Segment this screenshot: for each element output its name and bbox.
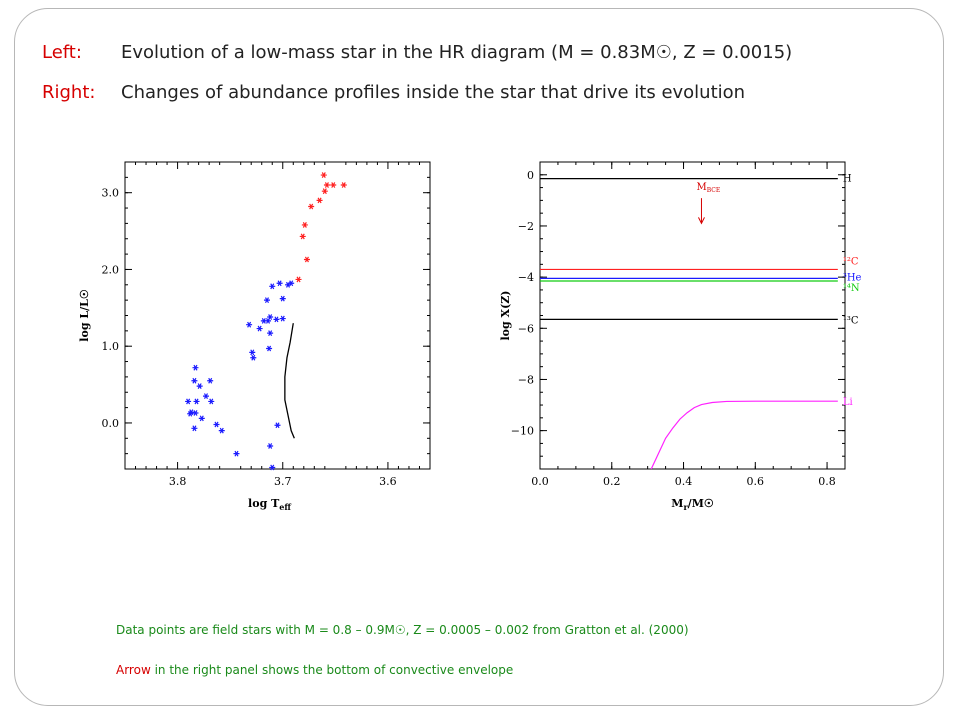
blue-star-point — [198, 415, 205, 422]
blue-star-point — [263, 297, 270, 304]
x-tick-label: 3.8 — [169, 475, 187, 488]
y-tick-label: 2.0 — [102, 263, 120, 276]
series-label: Li — [843, 397, 853, 408]
evolution-track-line — [284, 323, 295, 439]
right-caption: Changes of abundance profiles inside the… — [121, 82, 746, 103]
y-tick-label: −4 — [518, 271, 534, 284]
series-label: ¹⁴N — [843, 283, 860, 294]
x-axis-label-sub: eff — [279, 502, 291, 512]
bce-arrow-head — [698, 217, 705, 225]
red-star-point — [323, 182, 330, 188]
x-tick-label: 0.2 — [603, 475, 621, 488]
bce-annotation-label: MBCE — [696, 182, 720, 194]
y-tick-label: −10 — [511, 425, 534, 438]
abundance-plot-frame — [539, 161, 846, 470]
blue-star-point — [207, 377, 214, 384]
red-star-point — [303, 256, 310, 263]
header-line-right: Right: Changes of abundance profiles insi… — [42, 82, 745, 103]
blue-star-point — [267, 314, 274, 320]
blue-star-point — [187, 410, 194, 417]
blue-star-point — [218, 427, 225, 434]
blue-star-point — [276, 280, 283, 287]
red-star-point — [295, 276, 302, 283]
y-tick-label: −6 — [518, 322, 534, 335]
blue-star-point — [274, 422, 281, 429]
blue-star-point — [269, 464, 276, 471]
blue-star-point — [273, 316, 280, 323]
blue-star-point — [249, 349, 256, 356]
blue-star-point — [246, 321, 253, 328]
blue-star-point — [269, 283, 276, 290]
blue-star-point — [193, 398, 200, 405]
y-tick-label: −2 — [518, 220, 534, 233]
blue-star-point — [266, 345, 273, 352]
blue-star-point — [185, 398, 192, 405]
profile-line — [650, 400, 838, 470]
x-tick-label: 0.4 — [675, 475, 693, 488]
blue-star-point — [192, 410, 199, 416]
slide-frame — [14, 8, 944, 706]
y-axis-label: log X(Z) — [499, 290, 512, 340]
x-axis-label-sub: r — [683, 502, 688, 512]
red-star-point — [299, 233, 306, 240]
header-line-left: Left: Evolution of a low-mass star in the… — [42, 42, 792, 63]
x-tick-label: 0.8 — [818, 475, 836, 488]
y-tick-label: 1.0 — [102, 340, 120, 353]
left-caption: Evolution of a low-mass star in the HR d… — [121, 42, 793, 63]
y-axis-label: log L/L☉ — [78, 289, 91, 342]
red-star-point — [321, 188, 328, 195]
footnote-arrow-word: Arrow — [116, 663, 151, 677]
x-tick-label: 0.0 — [531, 475, 549, 488]
footnote-arrow-text: in the right panel shows the bottom of c… — [150, 663, 514, 677]
y-tick-label: 0 — [527, 169, 534, 182]
hr-plot-frame — [124, 161, 431, 470]
red-star-point — [308, 203, 315, 210]
series-label: ¹³C — [843, 315, 859, 326]
red-star-point — [340, 182, 347, 188]
red-star-point — [330, 182, 337, 188]
left-label: Left: — [42, 42, 82, 63]
x-axis-label-tail: /M☉ — [688, 497, 714, 510]
footnote-data-source: Data points are field stars with M = 0.8… — [116, 623, 689, 637]
y-tick-label: 0.0 — [102, 417, 120, 430]
series-label: H — [843, 174, 852, 185]
blue-star-point — [208, 398, 215, 405]
hr-diagram-chart: 3.8 3.7 3.6 0.0 1.0 2.0 3.0 log Teff log L/L☉ — [78, 161, 431, 512]
right-label: Right: — [42, 82, 96, 103]
footnote-arrow: Arrow in the right panel shows the botto… — [116, 663, 513, 677]
x-tick-label: 3.6 — [379, 475, 397, 488]
blue-star-point — [288, 280, 295, 287]
x-axis-label: Mr/M☉ — [671, 497, 714, 512]
blue-star-point — [191, 377, 198, 384]
blue-star-point — [267, 330, 274, 337]
blue-star-point — [250, 354, 257, 361]
blue-star-point — [233, 450, 240, 457]
x-tick-label: 0.6 — [747, 475, 765, 488]
y-tick-label: 3.0 — [102, 187, 120, 200]
y-tick-label: −8 — [518, 373, 534, 386]
blue-star-point — [265, 317, 272, 324]
blue-star-point — [213, 421, 220, 428]
blue-star-point — [256, 325, 263, 332]
x-tick-label: 3.7 — [274, 475, 292, 488]
bce-annotation-sub: BCE — [707, 187, 721, 194]
series-label: ³He — [843, 272, 862, 283]
blue-star-point — [196, 383, 203, 390]
blue-star-point — [279, 295, 286, 302]
red-star-point — [301, 222, 308, 228]
red-star-point — [320, 172, 327, 178]
red-star-point — [316, 197, 323, 204]
blue-star-point — [202, 393, 209, 399]
series-label: ¹²C — [843, 256, 859, 267]
blue-star-point — [279, 315, 286, 322]
blue-star-point — [192, 364, 199, 371]
blue-star-point — [191, 425, 198, 432]
x-axis-label: log Teff — [248, 497, 291, 512]
blue-star-point — [267, 443, 274, 449]
